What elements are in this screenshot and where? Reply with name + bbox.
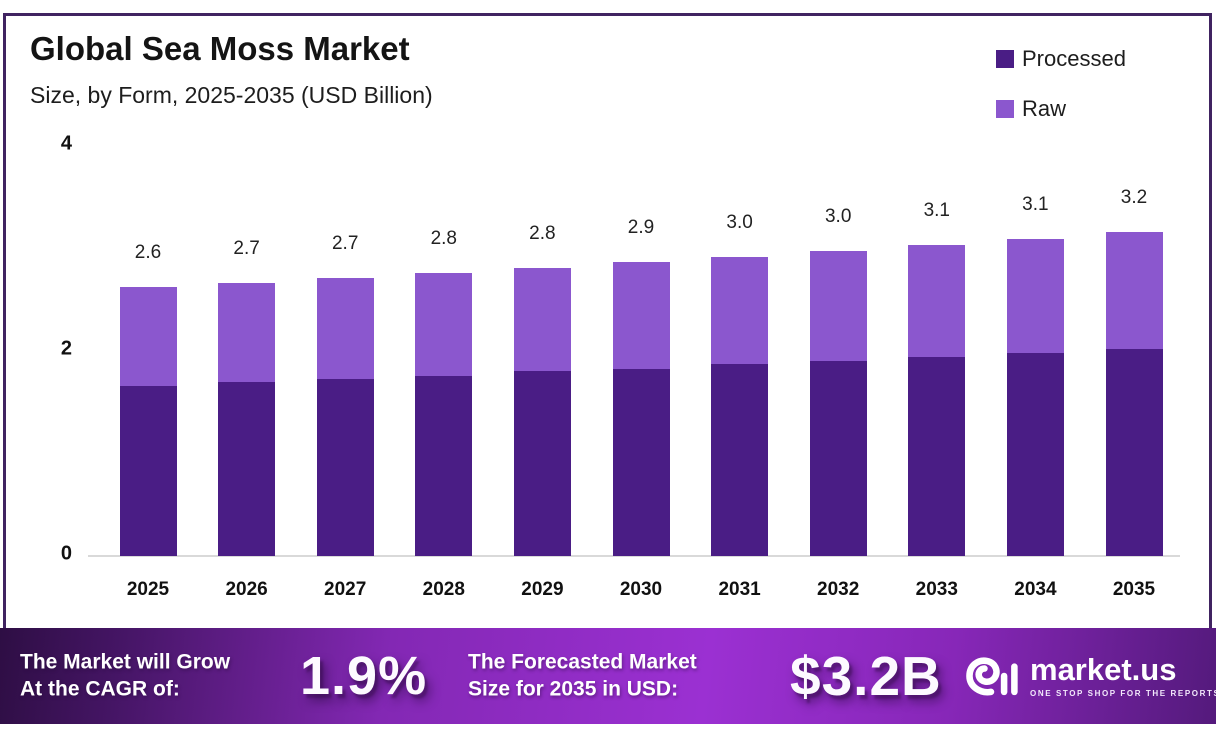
bar-segment-raw xyxy=(1105,232,1163,349)
x-tick-label: 2032 xyxy=(817,579,860,600)
bar-segment-raw xyxy=(513,267,571,372)
x-tick-label: 2035 xyxy=(1112,579,1156,600)
bar-segment-raw xyxy=(908,245,966,358)
brand-logo: market.us ONE STOP SHOP FOR THE REPORTS xyxy=(962,654,1216,698)
stacked-bar-2030 xyxy=(612,261,670,556)
bar-segment-raw xyxy=(711,256,769,365)
bar-segment-raw xyxy=(316,278,374,379)
x-axis-line xyxy=(88,555,1180,557)
bar-value-label: 3.0 xyxy=(824,205,852,227)
forecast-label-line2: Size for 2035 in USD: xyxy=(468,678,679,701)
bar-value-label: 2.7 xyxy=(233,238,260,260)
stacked-bar-2035 xyxy=(1105,232,1163,556)
chart-subtitle: Size, by Form, 2025-2035 (USD Billion) xyxy=(30,82,433,108)
y-tick-label: 2 xyxy=(60,337,72,360)
forecast-label: The Forecasted Market Size for 2035 in U… xyxy=(468,649,697,704)
bar-value-label: 2.8 xyxy=(430,228,457,250)
bar-value-label: 3.1 xyxy=(923,200,950,222)
x-tick-label: 2034 xyxy=(1014,579,1057,600)
footer-banner: The Market will Grow At the CAGR of: 1.9… xyxy=(0,628,1216,724)
stacked-bar-2025 xyxy=(119,287,177,556)
stacked-bar-2034 xyxy=(1006,239,1064,556)
x-tick-label: 2025 xyxy=(126,579,170,600)
x-tick-label: 2031 xyxy=(718,579,761,600)
cagr-label-line2: At the CAGR of: xyxy=(20,678,180,701)
legend-label-processed: Processed xyxy=(1022,46,1126,71)
bar-segment-processed xyxy=(218,381,276,556)
bar-value-label: 3.0 xyxy=(726,211,753,233)
y-tick-label: 4 xyxy=(60,132,72,155)
bar-value-label: 2.6 xyxy=(134,242,162,264)
bar-segment-raw xyxy=(218,283,276,382)
x-tick-label: 2028 xyxy=(422,579,465,600)
legend-swatch-raw xyxy=(996,100,1014,118)
bar-segment-processed xyxy=(415,375,473,556)
brand-text: market.us ONE STOP SHOP FOR THE REPORTS xyxy=(1030,654,1216,698)
brand-name: market.us xyxy=(1030,652,1177,687)
stacked-bar-2032 xyxy=(809,250,867,556)
bar-segment-processed xyxy=(1105,348,1163,556)
stacked-bar-2028 xyxy=(415,273,473,556)
legend-swatch-processed xyxy=(996,50,1014,68)
stacked-bar-2027 xyxy=(316,278,374,556)
legend-label-raw: Raw xyxy=(1022,96,1067,121)
bar-segment-processed xyxy=(809,361,867,556)
x-tick-label: 2033 xyxy=(915,579,958,600)
stacked-bar-2029 xyxy=(513,267,571,556)
x-tick-label: 2029 xyxy=(521,579,564,600)
bar-segment-raw xyxy=(809,250,867,362)
bar-segment-processed xyxy=(1006,353,1064,556)
cagr-label: The Market will Grow At the CAGR of: xyxy=(20,649,230,704)
y-tick-label: 0 xyxy=(60,542,72,565)
bar-segment-processed xyxy=(711,364,769,556)
x-tick-label: 2030 xyxy=(619,579,663,600)
stacked-bar-2026 xyxy=(218,283,276,556)
forecast-value: $3.2B xyxy=(790,645,942,707)
forecast-label-line1: The Forecasted Market xyxy=(468,650,697,674)
bar-segment-processed xyxy=(513,371,571,556)
bar-value-label: 2.9 xyxy=(627,216,655,238)
brand-tagline: ONE STOP SHOP FOR THE REPORTS xyxy=(1030,689,1216,698)
bar-value-label: 3.2 xyxy=(1120,187,1148,209)
bar-segment-raw xyxy=(415,273,473,376)
market-us-logo-icon xyxy=(966,657,1018,696)
bar-segment-processed xyxy=(119,385,177,556)
bar-segment-processed xyxy=(316,378,374,556)
x-tick-label: 2026 xyxy=(225,579,268,600)
x-tick-label: 2027 xyxy=(324,579,367,600)
chart-title: Global Sea Moss Market xyxy=(30,30,410,67)
bar-value-label: 2.8 xyxy=(529,222,556,244)
legend-item-processed: Processed xyxy=(996,46,1126,72)
legend: Processed Raw xyxy=(996,46,1126,146)
bar-segment-processed xyxy=(908,357,966,556)
cagr-label-line1: The Market will Grow xyxy=(20,650,231,674)
legend-item-raw: Raw xyxy=(996,96,1126,122)
bar-segment-raw xyxy=(1006,239,1064,354)
cagr-value: 1.9% xyxy=(300,646,428,706)
stacked-bar-2033 xyxy=(908,245,966,556)
stacked-bar-2031 xyxy=(711,256,769,556)
bar-value-label: 2.7 xyxy=(331,233,359,255)
bar-segment-raw xyxy=(612,261,670,370)
bar-value-label: 3.1 xyxy=(1022,194,1049,216)
bar-segment-processed xyxy=(612,369,670,556)
bar-segment-raw xyxy=(119,287,177,386)
